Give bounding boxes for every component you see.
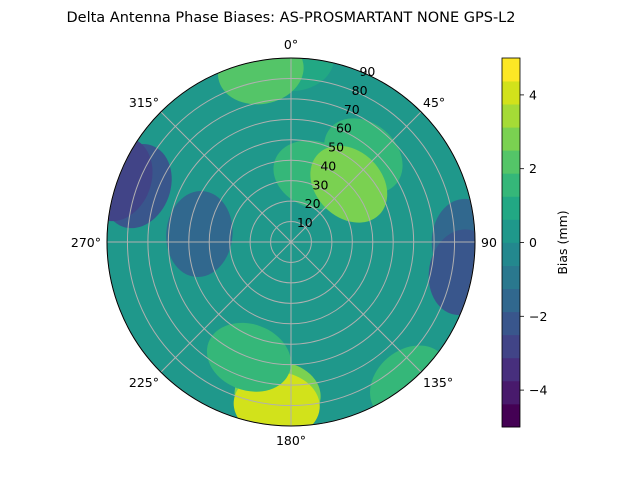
- colorbar-band-11: [502, 150, 520, 174]
- angular-tick-label-90: 90: [481, 235, 497, 250]
- chart-title: Delta Antenna Phase Biases: AS-PROSMARTA…: [67, 10, 516, 26]
- radial-tick-label-30: 30: [313, 177, 329, 192]
- polar-tick-labels: 0° 45° 90 135° 180° 225° 270° 315° 10 20 30 40 50 60 7…: [71, 37, 497, 448]
- colorbar-band-2: [502, 357, 520, 382]
- polar-grid: [106, 57, 476, 427]
- radial-tick-label-10: 10: [297, 215, 313, 230]
- colorbar-band-6: [502, 265, 520, 290]
- contour-region-10: [166, 190, 233, 278]
- colorbar-tick-label-3: 2: [529, 161, 537, 176]
- colorbar-tick-label-2: 0: [529, 235, 537, 250]
- colorbar-band-12: [502, 127, 520, 151]
- angular-tick-label-225: 225°: [129, 375, 159, 390]
- angular-tick-label-315: 315°: [129, 95, 159, 110]
- colorbar-tick-label-4: 4: [529, 87, 537, 102]
- colorbar-band-7: [502, 242, 520, 266]
- colorbar-band-5: [502, 288, 520, 313]
- colorbar-band-1: [502, 380, 520, 405]
- colorbar-label: Bias (mm): [555, 210, 570, 274]
- angular-gridline-45: [290, 111, 422, 243]
- polar-frame: [106, 57, 476, 427]
- angular-tick-label-45: 45°: [423, 95, 445, 110]
- angular-tick-label-180: 180°: [276, 433, 306, 448]
- angular-tick-label-135: 135°: [423, 375, 453, 390]
- radial-tick-label-50: 50: [328, 140, 344, 155]
- colorbar-band-0: [502, 403, 520, 428]
- colorbar-band-3: [502, 334, 520, 359]
- colorbar-band-4: [502, 311, 520, 336]
- angular-gridline-225: [160, 241, 292, 373]
- radial-tick-label-40: 40: [320, 158, 336, 173]
- radial-tick-label-20: 20: [305, 196, 321, 211]
- colorbar-band-14: [502, 81, 520, 105]
- colorbar-band-10: [502, 173, 520, 197]
- colorbar-band-13: [502, 104, 520, 128]
- colorbar: −4 −2 0 2 4 Bias (mm): [501, 57, 570, 428]
- colorbar-band-8: [502, 219, 520, 243]
- contour-region-1: [217, 58, 304, 105]
- radial-tick-label-70: 70: [344, 102, 360, 117]
- radial-tick-label-90: 90: [359, 64, 375, 79]
- angular-gridline-315: [160, 111, 292, 243]
- colorbar-tick-label-0: −4: [529, 383, 547, 398]
- contour-region-9: [428, 229, 475, 316]
- angular-tick-label-0: 0°: [284, 37, 298, 52]
- angular-tick-label-270: 270°: [71, 235, 101, 250]
- colorbar-band-9: [502, 196, 520, 220]
- colorbar-tick-label-1: −2: [529, 309, 547, 324]
- radial-tick-label-80: 80: [352, 83, 368, 98]
- angular-gridline-135: [290, 241, 422, 373]
- radial-tick-label-60: 60: [336, 121, 352, 136]
- colorbar-band-15: [502, 58, 520, 82]
